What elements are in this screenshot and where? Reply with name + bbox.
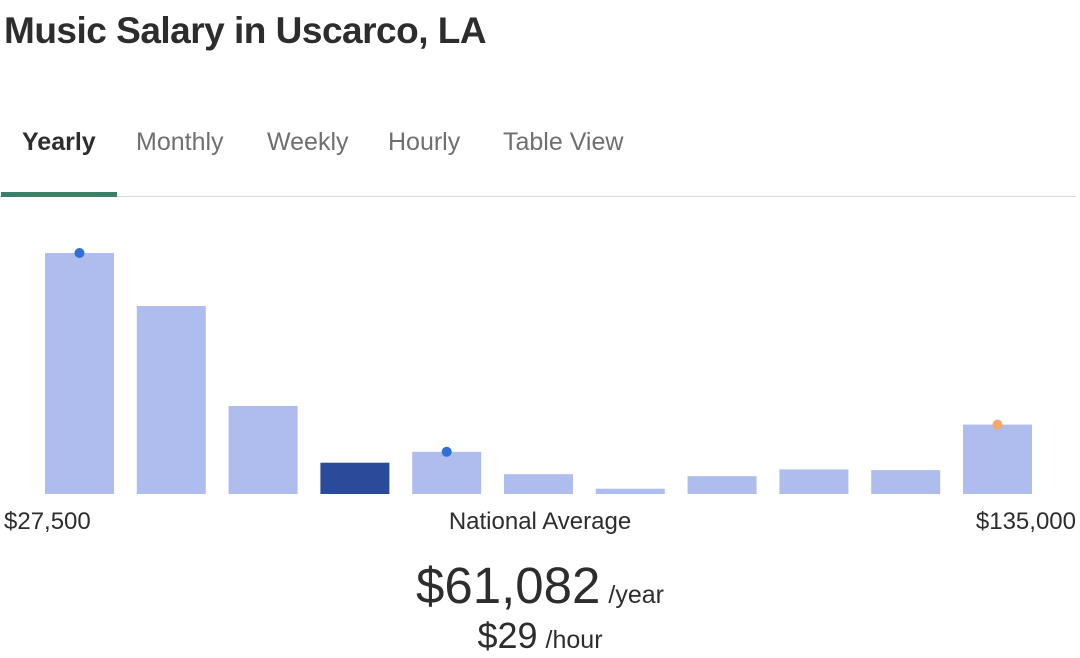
histogram-marker-blue — [441, 446, 452, 457]
tab-hourly[interactable]: Hourly — [388, 128, 461, 156]
histogram-bar[interactable] — [45, 253, 114, 494]
histogram-bar-highlight[interactable] — [320, 462, 390, 494]
hourly-salary-value: $29 — [477, 615, 538, 656]
histogram-bar[interactable] — [595, 488, 665, 494]
histogram-marker-orange — [992, 419, 1003, 430]
x-axis-max-label: $135,000 — [975, 508, 1076, 535]
histogram-bar[interactable] — [504, 474, 573, 494]
yearly-salary: $61,082/year — [0, 556, 1080, 615]
histogram-bar[interactable] — [412, 451, 482, 494]
yearly-unit: /year — [608, 581, 664, 609]
tab-weekly[interactable]: Weekly — [267, 128, 349, 156]
histogram-bar[interactable] — [687, 476, 757, 494]
national-average-label: National Average — [448, 508, 632, 535]
tab-yearly[interactable]: Yearly — [22, 128, 96, 156]
tab-monthly[interactable]: Monthly — [136, 128, 224, 156]
histogram-bar[interactable] — [871, 470, 941, 494]
period-tabs: Yearly Monthly Weekly Hourly Table View — [0, 112, 1076, 197]
page-title: Music Salary in Uscarco, LA — [4, 10, 487, 51]
histogram-marker-blue — [74, 248, 85, 258]
salary-histogram — [45, 248, 1032, 494]
histogram-bar[interactable] — [963, 424, 1032, 494]
hourly-unit: /hour — [545, 626, 603, 654]
hourly-salary: $29/hour — [0, 615, 1080, 657]
histogram-bar[interactable] — [779, 469, 849, 494]
active-tab-underline — [1, 192, 117, 197]
histogram-bar[interactable] — [228, 406, 298, 494]
x-axis-min-label: $27,500 — [4, 508, 91, 535]
tab-table-view[interactable]: Table View — [503, 128, 624, 156]
histogram-bar[interactable] — [136, 306, 206, 494]
yearly-salary-value: $61,082 — [416, 557, 601, 614]
